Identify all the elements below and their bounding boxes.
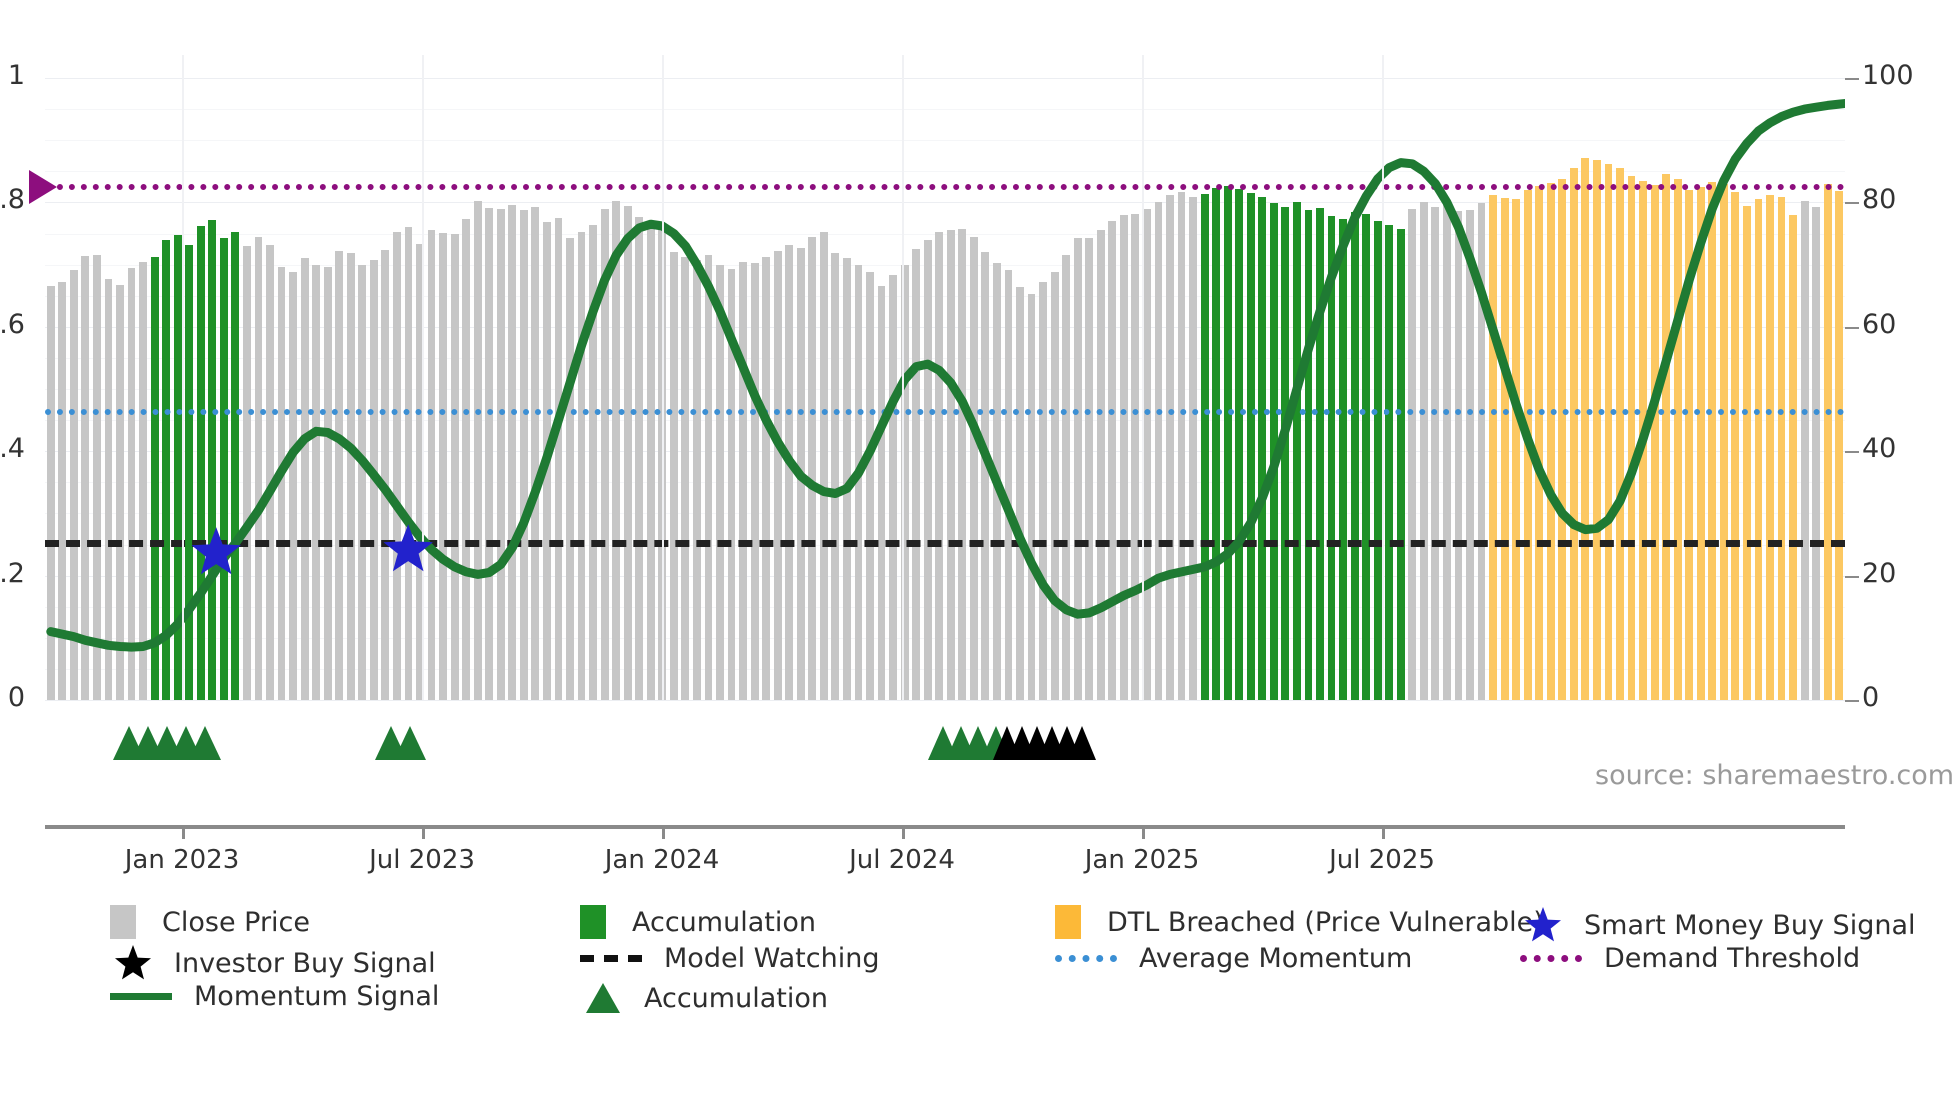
accumulation-triangle — [189, 726, 221, 760]
legend-item-label: DTL Breached (Price Vulnerable) — [1107, 906, 1544, 938]
legend-item-label: Investor Buy Signal — [174, 947, 436, 979]
gridline — [45, 700, 1845, 701]
right-axis-tick-mark — [1845, 78, 1859, 80]
legend-solid-line-icon — [110, 993, 172, 1000]
x-axis-tick-mark — [1142, 825, 1145, 839]
x-gridline — [1382, 55, 1384, 700]
x-axis-line — [45, 825, 1845, 829]
x-gridline — [662, 55, 664, 700]
legend-item-smart-money-buy-signal[interactable]: Smart Money Buy Signal — [1520, 905, 1916, 945]
legend-triangle-icon — [580, 981, 626, 1015]
x-axis-tick: Jul 2025 — [1329, 845, 1435, 875]
legend-item-investor-buy-signal[interactable]: Investor Buy Signal — [110, 943, 436, 983]
x-axis-tick: Jul 2024 — [849, 845, 955, 875]
legend-item-demand-threshold[interactable]: Demand Threshold — [1520, 943, 1860, 974]
x-gridline — [422, 55, 424, 700]
x-axis-tick-mark — [1382, 825, 1385, 839]
legend-square-icon — [580, 905, 606, 939]
legend-star-icon — [110, 943, 156, 983]
left-axis-tick: 0.6 — [0, 308, 25, 340]
x-axis-tick-mark — [902, 825, 905, 839]
legend-item-dtl-breached-price-vulnerable[interactable]: DTL Breached (Price Vulnerable) — [1055, 905, 1544, 939]
legend-star-icon — [1520, 905, 1566, 945]
legend-item-label: Momentum Signal — [194, 981, 440, 1012]
x-gridline — [902, 55, 904, 700]
investor-buy-signal-triangle — [1068, 726, 1096, 760]
right-axis-tick-mark — [1845, 202, 1859, 205]
legend-item-label: Accumulation — [632, 906, 816, 938]
legend-item-label: Close Price — [162, 906, 310, 938]
x-axis-tick: Jan 2023 — [124, 845, 240, 875]
x-gridline — [1142, 55, 1144, 700]
left-axis-tick: 0 — [7, 682, 25, 713]
right-axis-tick-mark — [1845, 700, 1859, 702]
legend-square-icon — [110, 905, 136, 939]
legend-item-label: Average Momentum — [1139, 943, 1413, 974]
right-axis-tick-mark — [1845, 326, 1859, 329]
gridline — [45, 78, 1845, 79]
right-axis-tick: 100 — [1862, 60, 1914, 91]
right-axis-tick: 20 — [1862, 557, 1897, 589]
plot-area — [29, 55, 1845, 701]
legend-item-label: Demand Threshold — [1604, 943, 1861, 974]
x-axis-tick-mark — [182, 825, 185, 839]
legend-dashed-line-icon — [580, 955, 642, 962]
x-axis-tick: Jan 2024 — [604, 845, 720, 875]
legend-square-icon — [1055, 905, 1081, 939]
source-note: source: sharemaestro.com — [1595, 760, 1955, 791]
smart-money-buy-signal-star — [383, 523, 433, 571]
x-axis-tick-mark — [662, 825, 665, 839]
legend-item-accumulation[interactable]: Accumulation — [580, 905, 816, 939]
legend-item-model-watching[interactable]: Model Watching — [580, 943, 879, 974]
legend-item-label: Model Watching — [664, 943, 880, 974]
left-axis-tick: 0.4 — [0, 433, 25, 465]
legend-dotted-line-icon — [1055, 955, 1117, 962]
legend-item-momentum-signal[interactable]: Momentum Signal — [110, 981, 439, 1012]
left-axis-tick: 0.8 — [0, 184, 25, 216]
right-axis-tick: 0 — [1862, 682, 1880, 713]
legend-item-close-price[interactable]: Close Price — [110, 905, 310, 939]
right-axis-tick-mark — [1845, 451, 1859, 454]
gridline-minor — [45, 668, 1845, 670]
x-axis-tick: Jan 2025 — [1084, 845, 1200, 875]
legend-dotted-line-icon — [1520, 955, 1582, 962]
legend-item-label: Accumulation — [644, 982, 828, 1014]
right-axis-tick: 60 — [1862, 308, 1897, 340]
legend-item-average-momentum[interactable]: Average Momentum — [1055, 943, 1412, 974]
left-axis-tick: 1 — [7, 60, 25, 91]
x-axis-tick-mark — [422, 825, 425, 839]
legend-item-accumulation[interactable]: Accumulation — [580, 981, 828, 1015]
right-axis-tick: 80 — [1862, 184, 1897, 216]
right-axis-tick-mark — [1845, 575, 1859, 578]
accumulation-triangle — [394, 726, 426, 760]
x-axis-tick: Jul 2023 — [369, 845, 475, 875]
legend-item-label: Smart Money Buy Signal — [1584, 909, 1916, 941]
left-axis-tick: 0.2 — [0, 557, 25, 589]
right-axis-tick: 40 — [1862, 433, 1897, 465]
x-gridline — [182, 55, 184, 700]
smart-money-buy-signal-star — [191, 526, 241, 574]
